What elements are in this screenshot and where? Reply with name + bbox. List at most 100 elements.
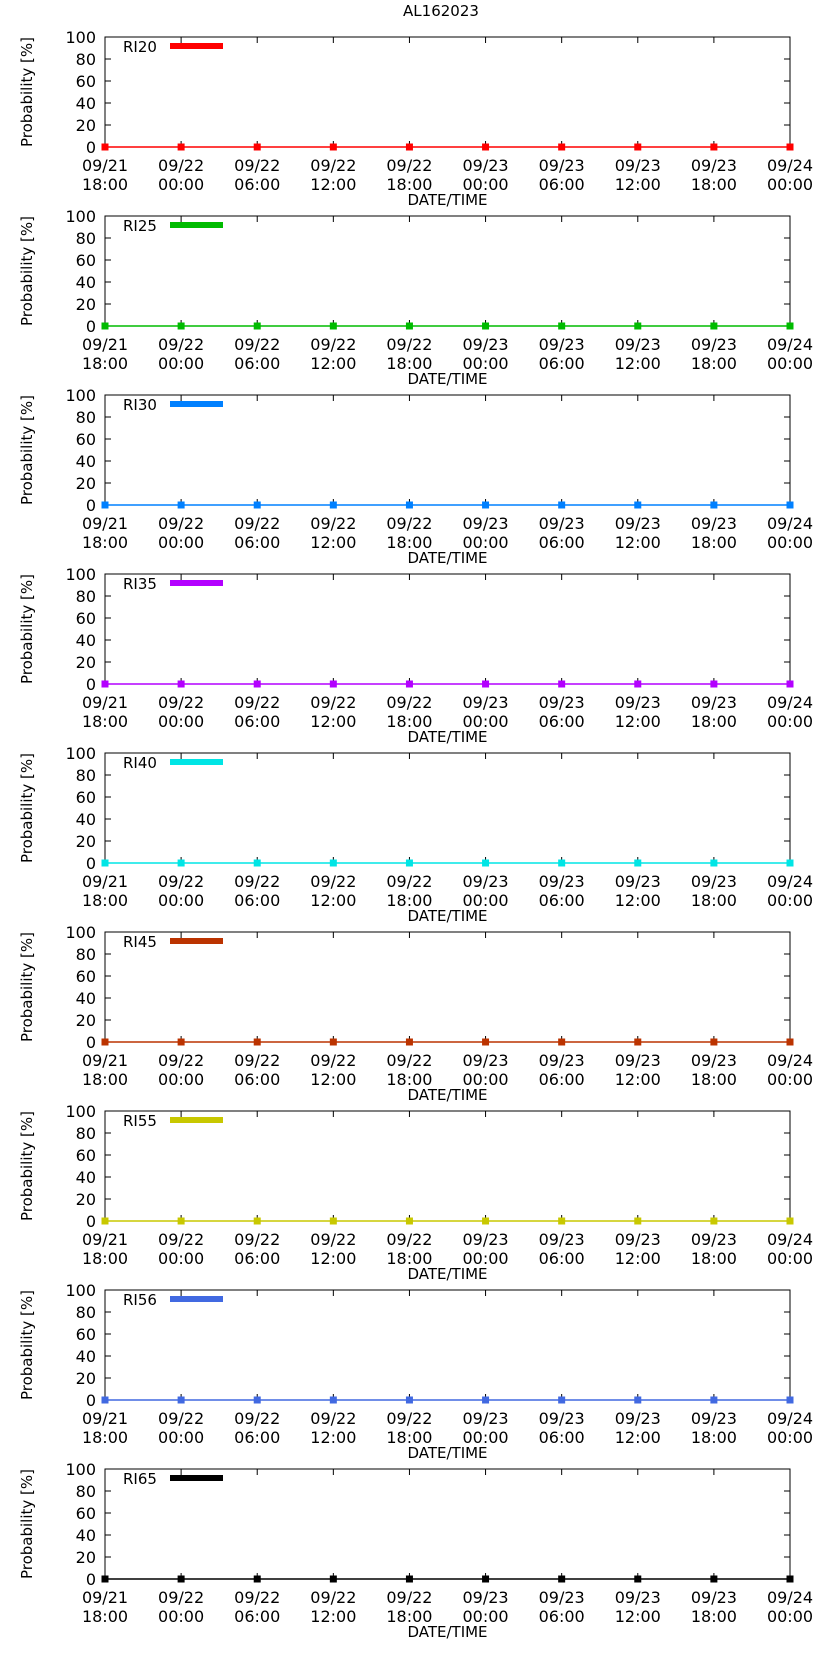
chart-panel-ri56: 02040608010009/2118:0009/2200:0009/2206:… xyxy=(18,1281,813,1462)
x-tick-label-time: 00:00 xyxy=(767,1607,813,1626)
data-point xyxy=(405,1575,413,1583)
y-tick-label: 40 xyxy=(76,631,96,650)
data-point xyxy=(177,1217,185,1225)
x-tick-label-date: 09/22 xyxy=(234,156,280,175)
data-point xyxy=(253,859,261,867)
x-tick-label-date: 09/23 xyxy=(463,693,509,712)
x-tick-label-time: 12:00 xyxy=(615,891,661,910)
plot-frame xyxy=(104,1468,791,1580)
y-tick-label: 80 xyxy=(76,229,96,248)
x-tick-label-time: 00:00 xyxy=(158,175,204,194)
plot-frame xyxy=(104,215,791,327)
x-tick-label-date: 09/22 xyxy=(158,156,204,175)
y-tick-label: 20 xyxy=(76,1369,96,1388)
x-tick-label-date: 09/22 xyxy=(310,1230,356,1249)
x-tick-label-date: 09/22 xyxy=(310,693,356,712)
x-tick-label-date: 09/23 xyxy=(539,872,585,891)
x-tick-label-time: 18:00 xyxy=(386,1428,432,1447)
x-tick-label-date: 09/22 xyxy=(386,156,432,175)
x-tick-label-time: 06:00 xyxy=(234,712,280,731)
plot-frame xyxy=(104,394,791,506)
legend-label: RI56 xyxy=(123,1291,157,1309)
x-axis-label: DATE/TIME xyxy=(407,1444,487,1462)
data-point xyxy=(786,1575,794,1583)
x-tick-label-date: 09/23 xyxy=(691,693,737,712)
x-tick-label-time: 06:00 xyxy=(234,175,280,194)
data-point xyxy=(634,322,642,330)
data-point xyxy=(710,143,718,151)
y-tick-label: 80 xyxy=(76,408,96,427)
x-axis-label: DATE/TIME xyxy=(407,1265,487,1283)
x-tick-label-time: 06:00 xyxy=(234,1428,280,1447)
x-tick-label-date: 09/23 xyxy=(463,514,509,533)
data-point xyxy=(329,143,337,151)
y-axis-label: Probability [%] xyxy=(18,37,36,147)
y-tick-label: 0 xyxy=(86,496,96,515)
y-tick-label: 60 xyxy=(76,1325,96,1344)
x-tick-label-time: 00:00 xyxy=(767,1428,813,1447)
y-axis-label: Probability [%] xyxy=(18,1290,36,1400)
x-tick-label-time: 18:00 xyxy=(386,891,432,910)
data-point xyxy=(177,322,185,330)
data-point xyxy=(329,1038,337,1046)
x-tick-label-date: 09/23 xyxy=(691,335,737,354)
y-tick-label: 0 xyxy=(86,1033,96,1052)
data-point xyxy=(710,680,718,688)
y-tick-label: 20 xyxy=(76,295,96,314)
x-tick-label-date: 09/24 xyxy=(767,1051,813,1070)
x-tick-label-date: 09/23 xyxy=(691,1051,737,1070)
plot-frame xyxy=(104,1110,791,1222)
data-point xyxy=(710,1396,718,1404)
x-tick-label-time: 06:00 xyxy=(539,354,585,373)
data-point xyxy=(405,859,413,867)
x-tick-label-time: 18:00 xyxy=(82,354,128,373)
x-tick-label-date: 09/23 xyxy=(539,1051,585,1070)
x-tick-label-date: 09/23 xyxy=(691,872,737,891)
y-tick-label: 80 xyxy=(76,1482,96,1501)
x-tick-label-date: 09/21 xyxy=(82,335,128,354)
x-tick-label-date: 09/22 xyxy=(158,1051,204,1070)
chart-panel-ri45: 02040608010009/2118:0009/2200:0009/2206:… xyxy=(18,923,813,1104)
x-tick-label-date: 09/23 xyxy=(615,335,661,354)
data-point xyxy=(405,143,413,151)
x-tick-label-date: 09/23 xyxy=(615,1051,661,1070)
x-tick-label-date: 09/22 xyxy=(386,1230,432,1249)
plot-frame xyxy=(104,573,791,685)
y-axis-label: Probability [%] xyxy=(18,932,36,1042)
x-tick-label-date: 09/23 xyxy=(539,1230,585,1249)
plot-frame xyxy=(104,1289,791,1401)
x-tick-label-date: 09/23 xyxy=(539,335,585,354)
x-tick-label-time: 18:00 xyxy=(691,1249,737,1268)
y-tick-label: 60 xyxy=(76,430,96,449)
x-tick-label-date: 09/22 xyxy=(310,514,356,533)
x-tick-label-date: 09/22 xyxy=(158,514,204,533)
data-point xyxy=(482,680,490,688)
x-tick-label-time: 18:00 xyxy=(386,1249,432,1268)
data-point xyxy=(634,1038,642,1046)
x-tick-label-time: 18:00 xyxy=(82,175,128,194)
x-tick-label-date: 09/23 xyxy=(615,156,661,175)
data-point xyxy=(634,143,642,151)
x-tick-label-date: 09/23 xyxy=(691,1588,737,1607)
data-point xyxy=(558,1396,566,1404)
data-point xyxy=(558,1575,566,1583)
x-tick-label-time: 18:00 xyxy=(691,1607,737,1626)
x-axis-label: DATE/TIME xyxy=(407,191,487,209)
x-tick-label-date: 09/22 xyxy=(158,1230,204,1249)
legend-swatch xyxy=(170,938,223,944)
x-tick-label-date: 09/21 xyxy=(82,514,128,533)
x-tick-label-time: 06:00 xyxy=(234,1070,280,1089)
x-tick-label-date: 09/24 xyxy=(767,693,813,712)
x-tick-label-time: 18:00 xyxy=(82,891,128,910)
legend-swatch xyxy=(170,43,223,49)
x-tick-label-time: 18:00 xyxy=(386,1070,432,1089)
y-tick-label: 40 xyxy=(76,452,96,471)
x-tick-label-time: 18:00 xyxy=(691,1070,737,1089)
x-tick-label-date: 09/21 xyxy=(82,1588,128,1607)
x-tick-label-time: 18:00 xyxy=(691,712,737,731)
data-point xyxy=(558,680,566,688)
x-tick-label-date: 09/23 xyxy=(539,693,585,712)
data-point xyxy=(405,680,413,688)
data-point xyxy=(634,859,642,867)
x-tick-label-time: 12:00 xyxy=(615,712,661,731)
